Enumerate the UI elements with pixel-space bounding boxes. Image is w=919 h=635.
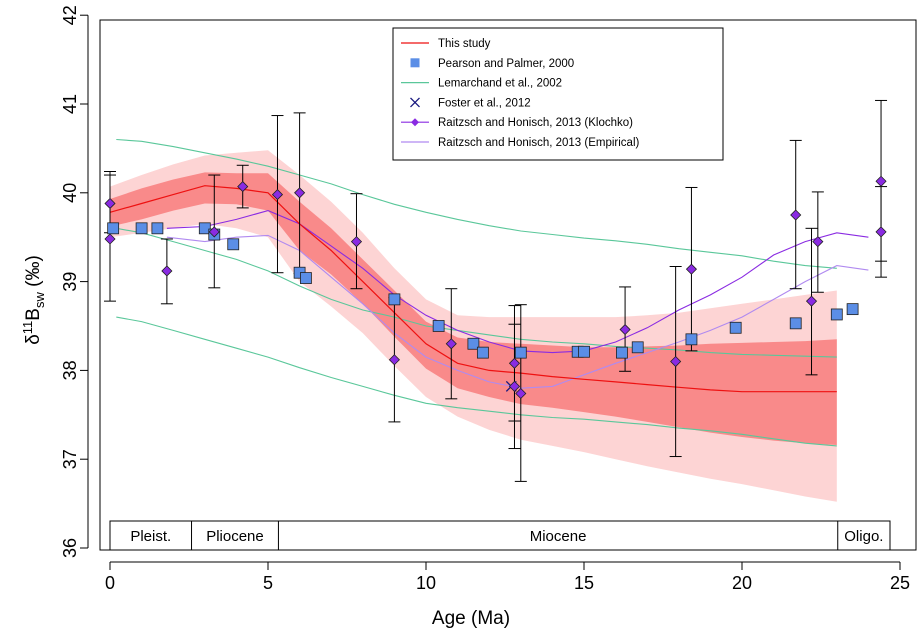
raitzsch-klochko-point — [104, 233, 116, 245]
x-tick-label: 20 — [732, 573, 752, 593]
epoch-bar-frame — [109, 520, 891, 551]
y-tick-label: 36 — [60, 538, 80, 558]
raitzsch-klochko-point — [875, 175, 887, 187]
legend-label: Pearson and Palmer, 2000 — [438, 58, 574, 70]
pearson-palmer-point — [198, 222, 211, 235]
y-tick-label: 37 — [60, 449, 80, 469]
x-tick-label: 0 — [105, 573, 115, 593]
pearson-palmer-point — [616, 346, 628, 359]
this-study-median-line — [109, 185, 837, 393]
epoch-label: Oligo. — [844, 528, 883, 545]
legend-frame — [392, 27, 724, 161]
legend-swatch — [410, 58, 420, 68]
x-tick-label: 10 — [416, 573, 436, 593]
raitzsch-klochko-point — [350, 236, 363, 248]
legend-label: Foster et al., 2012 — [438, 97, 531, 109]
raitzsch-klochko-point — [670, 355, 682, 368]
y-tick-label: 40 — [60, 183, 80, 203]
pearson-palmer-point — [107, 222, 120, 235]
legend-label: Lemarchand et al., 2002 — [438, 78, 562, 90]
x-axis-title: Age (Ma) — [432, 608, 510, 629]
pearson-palmer-point — [151, 222, 164, 235]
raitzsch-klochko-point — [161, 265, 173, 277]
raitzsch-klochko-point — [515, 387, 527, 400]
raitzsch-klochko-point — [875, 226, 887, 238]
y-tick-label: 39 — [60, 272, 80, 292]
raitzsch-klochko-point — [508, 357, 521, 369]
pearson-palmer-point — [476, 346, 489, 359]
this-study-inner-band — [110, 172, 837, 445]
legend-label: Raitzsch and Honisch, 2013 (Klochko) — [438, 117, 633, 129]
raitzsch-klochko-point — [805, 295, 818, 307]
raitzsch-klochko-point — [237, 181, 249, 193]
lemarchand-line-middle — [116, 227, 837, 358]
legend-label: Raitzsch and Honisch, 2013 (Empirical) — [438, 137, 640, 149]
raitzsch-klochko-point — [619, 323, 631, 336]
lemarchand-line-upper — [116, 138, 837, 269]
raitzsch-klochko-point — [388, 354, 400, 366]
pearson-palmer-point — [135, 222, 148, 235]
pearson-palmer-point — [388, 293, 401, 306]
pearson-palmer-point — [789, 317, 802, 330]
x-tick-label: 5 — [263, 573, 273, 593]
pearson-palmer-point — [631, 341, 644, 354]
raitzsch-klochko-point — [271, 189, 284, 201]
raitzsch-klochko-point — [104, 197, 116, 210]
pearson-palmer-point — [432, 320, 445, 332]
pearson-palmer-point — [467, 337, 480, 350]
raitzsch-klochko-point — [208, 226, 220, 238]
x-tick-label: 25 — [890, 573, 910, 593]
epoch-label: Miocene — [530, 528, 587, 545]
x-tick-label: 15 — [574, 573, 594, 593]
pearson-palmer-point — [729, 321, 742, 334]
raitzsch-klochko-point — [812, 236, 824, 248]
pearson-palmer-point — [300, 272, 312, 284]
pearson-palmer-point — [846, 303, 859, 316]
raitzsch-klochko-point — [508, 380, 521, 392]
legend: This study Pearson and Palmer, 2000 Lemarc… — [392, 27, 724, 161]
epoch-label: Pleist. — [130, 528, 171, 545]
raitzsch-klochko-point — [790, 209, 802, 221]
y-tick-label: 41 — [60, 94, 80, 114]
pearson-palmer-point — [830, 308, 843, 321]
raitzsch-klochko-point — [685, 263, 698, 275]
epoch-label: Pliocene — [206, 528, 264, 545]
y-axis-title: δ11Bsw (‰) — [20, 255, 47, 345]
lemarchand-line-lower — [116, 316, 837, 447]
raitzsch-klochko-point — [445, 338, 457, 350]
pearson-palmer-point — [578, 345, 590, 358]
pearson-palmer-point — [227, 238, 240, 251]
pearson-palmer-point — [514, 346, 527, 359]
legend-label: This study — [438, 38, 491, 50]
legend-swatch — [411, 118, 419, 127]
y-tick-label: 38 — [60, 360, 80, 380]
raitzsch-klochko-point — [294, 187, 306, 199]
legend-swatch — [410, 97, 420, 108]
pearson-palmer-point — [685, 333, 698, 346]
y-tick-label: 42 — [60, 5, 80, 25]
